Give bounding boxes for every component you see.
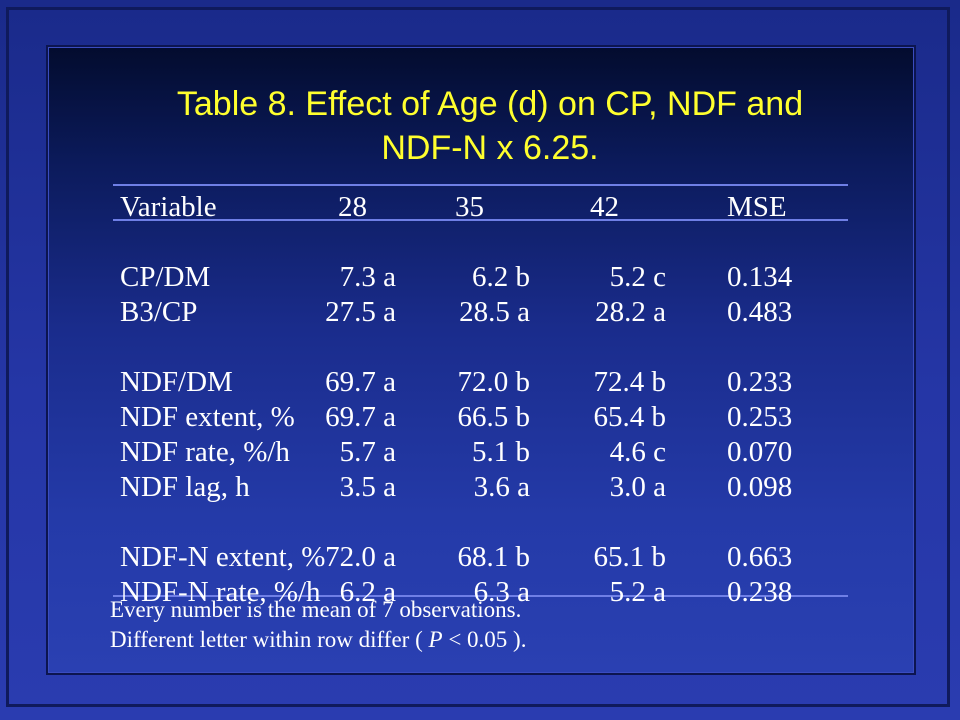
cell-age-42: 3.0 a [609,471,666,503]
row-variable: NDF lag, h [120,471,250,503]
cell-age-42: 5.2 c [609,261,666,293]
cell-age-42: 4.6 c [609,436,666,468]
slide-title: Table 8. Effect of Age (d) on CP, NDF an… [90,82,890,170]
header-age-42: 42 [590,191,619,223]
row-variable: NDF-N rate, %/h [120,576,321,608]
cell-age-35: 5.1 b [472,436,530,468]
cell-mse: 0.134 [727,261,793,293]
cell-age-35: 28.5 a [459,296,530,328]
cell-age-28: 7.3 a [339,261,396,293]
cell-age-42: 72.4 b [593,366,667,398]
cell-age-28: 69.7 a [325,401,396,433]
header-bottom-rule [113,219,848,221]
row-variable: CP/DM [120,261,211,293]
cell-mse: 0.663 [727,541,793,573]
header-variable: Variable [120,191,217,223]
cell-age-42: 5.2 a [609,576,666,608]
title-line-2: NDF-N x 6.25. [381,129,599,167]
cell-mse: 0.070 [727,436,793,468]
cell-age-42: 65.1 b [593,541,667,573]
footnote-significance-suffix: < 0.05 ). [442,627,527,652]
row-variable: B3/CP [120,296,198,328]
slide-outer-frame [6,7,950,707]
row-variable: NDF/DM [120,366,233,398]
table-footnotes: Every number is the mean of 7 observatio… [110,595,526,655]
cell-age-28: 3.5 a [339,471,396,503]
table-top-rule [113,184,848,186]
cell-age-42: 28.2 a [595,296,666,328]
cell-age-42: 65.4 b [593,401,667,433]
header-age-35: 35 [455,191,484,223]
cell-age-28: 69.7 a [325,366,396,398]
cell-mse: 0.098 [727,471,793,503]
cell-age-28: 72.0 a [325,541,396,573]
cell-age-35: 3.6 a [473,471,530,503]
footnote-p-symbol: P [428,627,443,652]
cell-mse: 0.483 [727,296,793,328]
footnote-observations: Every number is the mean of 7 observatio… [110,597,522,622]
cell-age-35: 66.5 b [457,401,531,433]
footnote-significance-prefix: Different letter within row differ ( [110,627,429,652]
row-variable: NDF rate, %/h [120,436,290,468]
cell-age-28: 6.2 a [339,576,396,608]
cell-age-35: 6.2 b [472,261,530,293]
table-bottom-rule [113,595,848,597]
cell-mse: 0.238 [727,576,793,608]
title-line-1: Table 8. Effect of Age (d) on CP, NDF an… [176,85,804,123]
row-variable: NDF extent, % [120,401,295,433]
row-variable: NDF-N extent, % [120,541,326,573]
header-mse: MSE [727,191,787,223]
footnote-significance: Different letter within row differ ( P <… [110,625,526,655]
cell-age-35: 68.1 b [457,541,531,573]
cell-age-28: 27.5 a [325,296,396,328]
slide-inner-frame [46,45,916,675]
cell-age-28: 5.7 a [339,436,396,468]
cell-age-35: 72.0 b [457,366,531,398]
cell-mse: 0.253 [727,401,793,433]
header-age-28: 28 [338,191,367,223]
cell-age-35: 6.3 a [473,576,530,608]
cell-mse: 0.233 [727,366,793,398]
